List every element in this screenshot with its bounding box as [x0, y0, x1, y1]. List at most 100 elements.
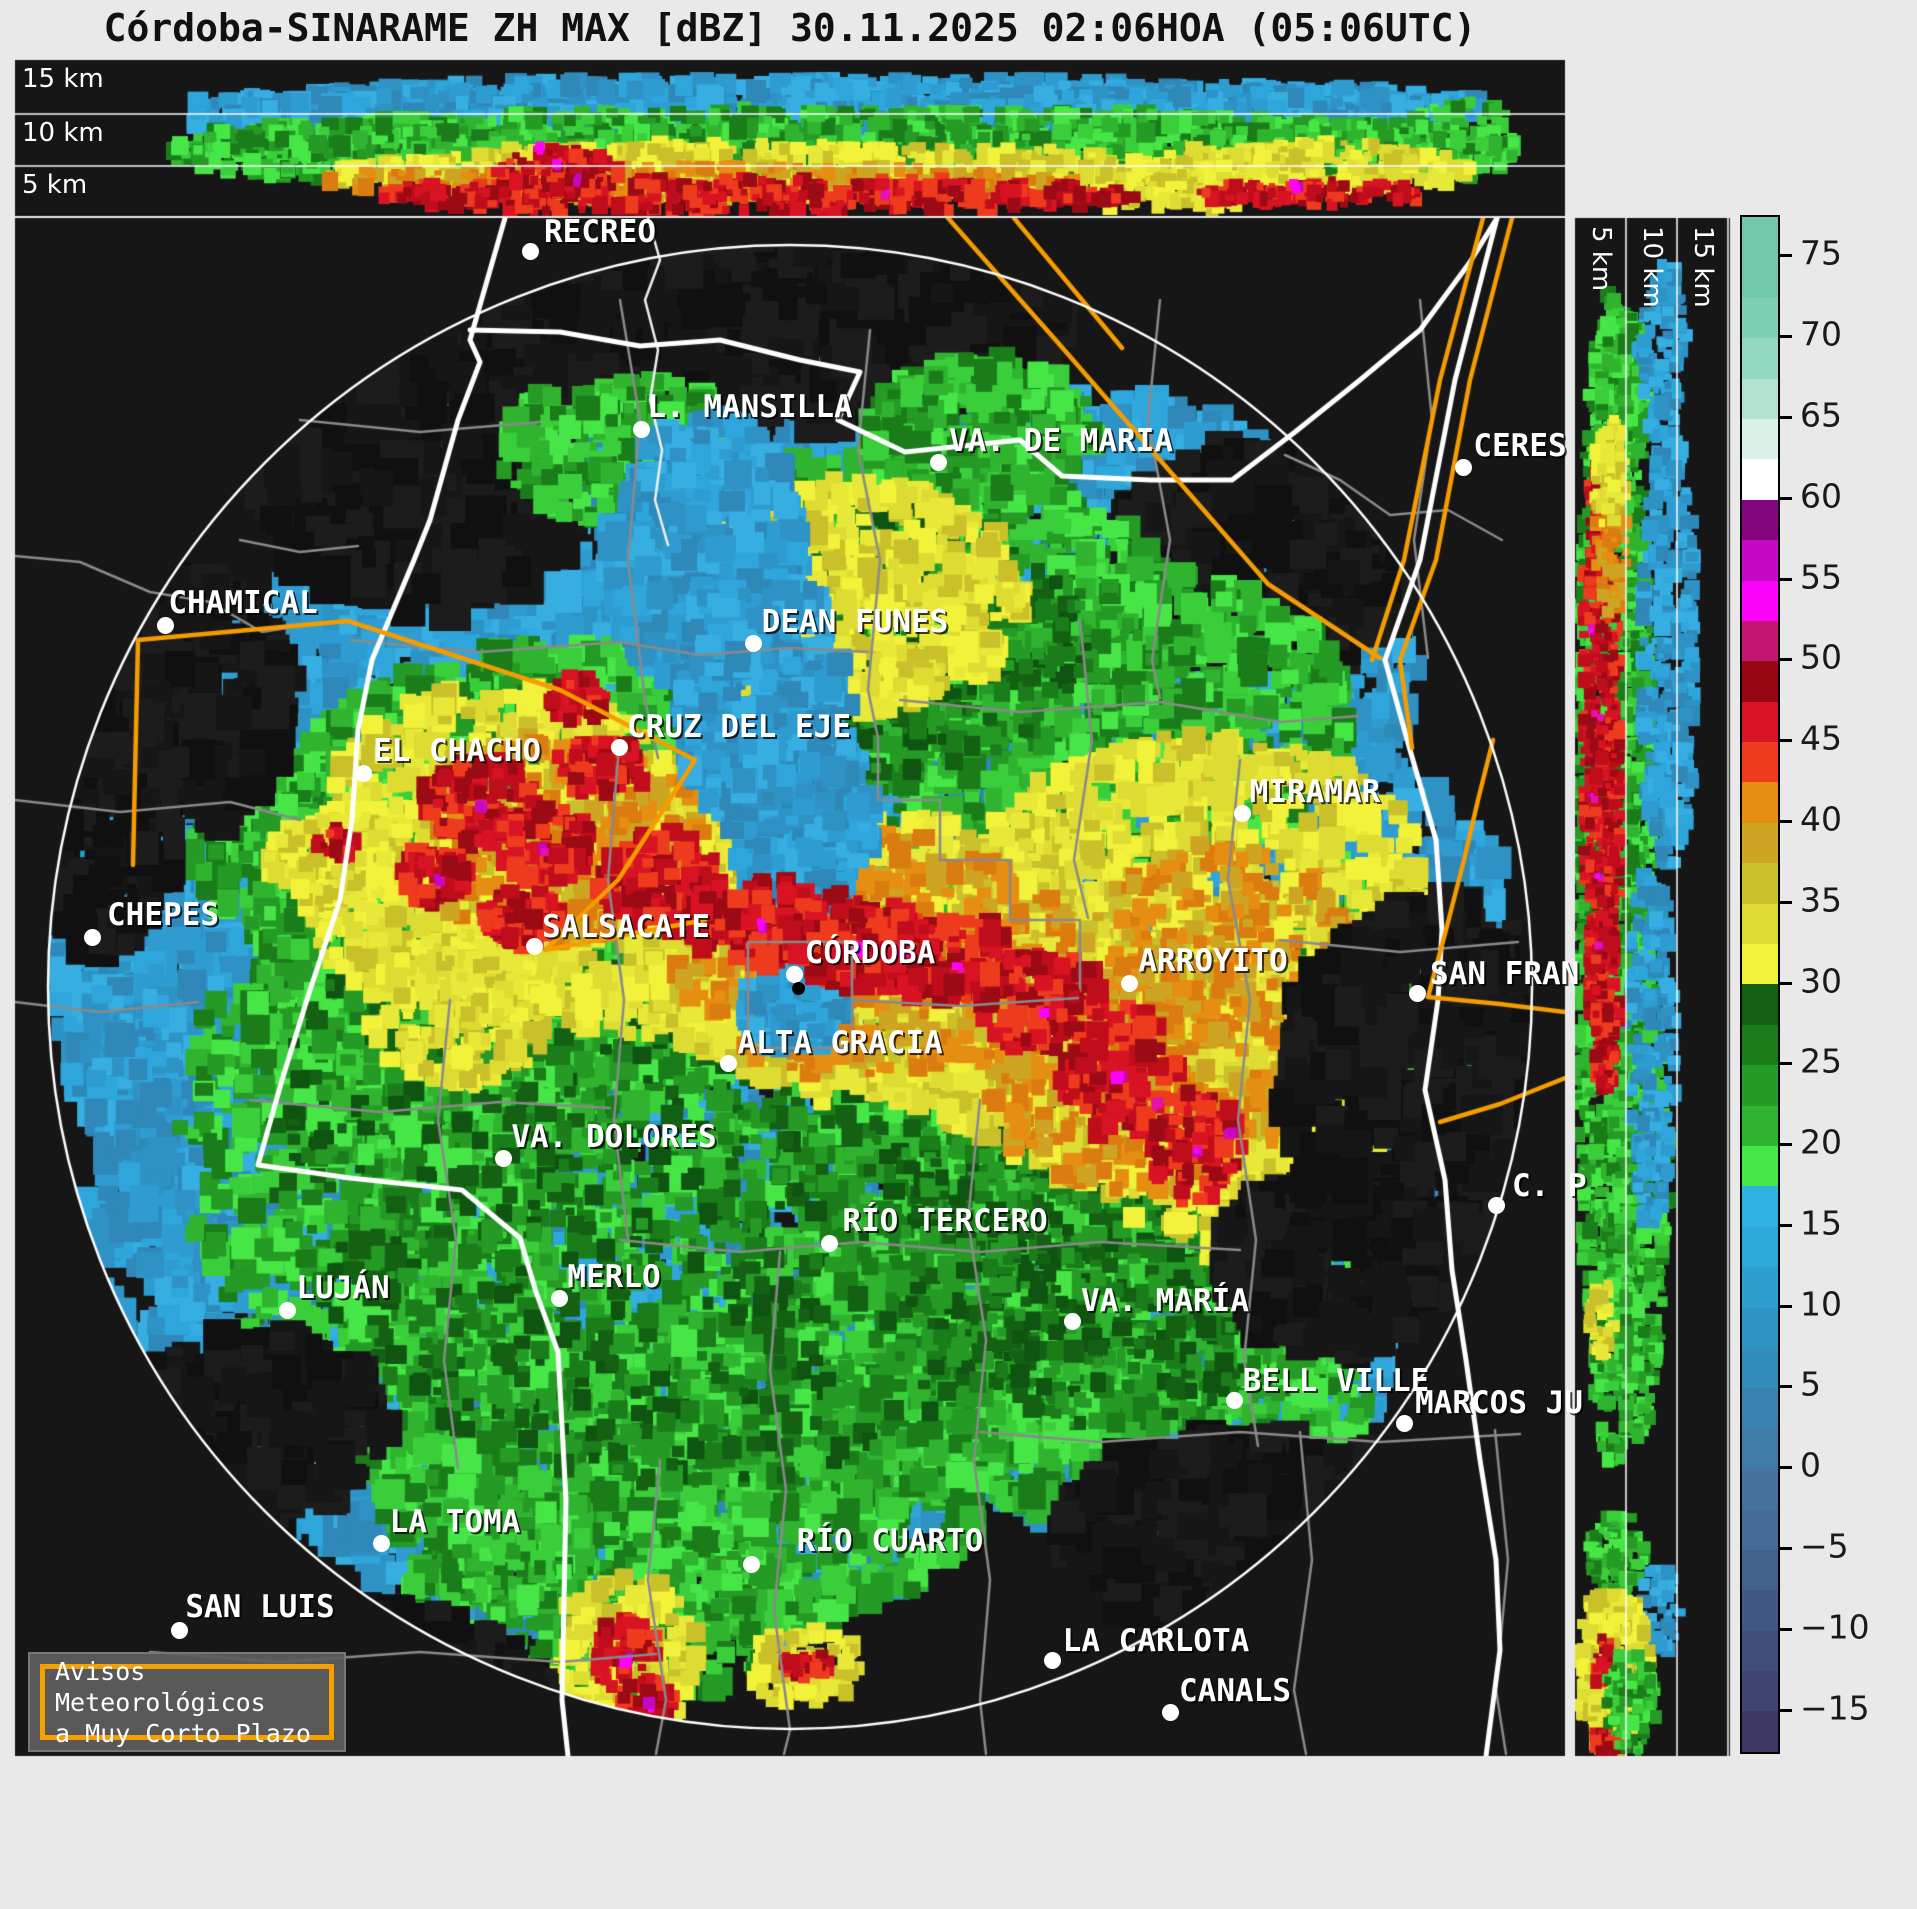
reflectivity-colorbar	[1740, 215, 1780, 1754]
colorbar-label-25: 25	[1800, 1041, 1842, 1081]
city-dot-l-mansilla	[633, 421, 650, 438]
colorbar-segment-37	[1742, 1711, 1778, 1752]
colorbar-label--5: −5	[1800, 1526, 1849, 1566]
city-dot-cruz-del-eje	[611, 739, 628, 756]
city-label-va-de-maria: VA. DE MARIA	[949, 423, 1173, 459]
colorbar-label-55: 55	[1800, 557, 1842, 597]
colorbar-segment-19	[1742, 984, 1778, 1025]
city-dot-san-luis	[171, 1622, 188, 1639]
city-dot-marcos-ju	[1396, 1415, 1413, 1432]
colorbar-tick-65	[1778, 415, 1792, 419]
colorbar-tick-20	[1778, 1143, 1792, 1147]
city-dot-salsacate	[526, 938, 543, 955]
colorbar-segment-27	[1742, 1307, 1778, 1348]
city-dot-san-fran	[1409, 985, 1426, 1002]
city-label-recreo: RECREO	[544, 214, 656, 250]
city-dot-r-o-tercero	[821, 1235, 838, 1252]
colorbar-tick--5	[1778, 1547, 1792, 1551]
colorbar-segment-24	[1742, 1186, 1778, 1227]
city-label-r-o-tercero: RÍO TERCERO	[842, 1203, 1048, 1239]
colorbar-label-35: 35	[1800, 880, 1842, 920]
city-label-va-mar-a: VA. MARÍA	[1081, 1283, 1249, 1319]
warning-legend-line2: a Muy Corto Plazo	[55, 1718, 311, 1748]
colorbar-label-10: 10	[1800, 1284, 1842, 1324]
colorbar-segment-32	[1742, 1509, 1778, 1550]
top-profile-label-10km: 10 km	[22, 118, 104, 148]
city-label-chamical: CHAMICAL	[168, 585, 318, 621]
right-profile-label-10km: 10 km	[1637, 226, 1667, 308]
right-profile-label-5km: 5 km	[1586, 226, 1616, 292]
warning-legend-box: Avisos Meteorológicos a Muy Corto Plazo	[28, 1652, 346, 1752]
city-label-r-o-cuarto: RÍO CUARTO	[796, 1523, 984, 1559]
city-label-arroyito: ARROYITO	[1138, 943, 1288, 979]
warning-legend-border: Avisos Meteorológicos a Muy Corto Plazo	[40, 1657, 334, 1748]
city-dot-miramar	[1234, 805, 1251, 822]
city-label-ceres: CERES	[1473, 428, 1567, 464]
colorbar-segment-11	[1742, 661, 1778, 702]
footer-bar: Servicio Meteorológico Nacional Argentin…	[0, 1758, 1917, 1909]
colorbar-segment-23	[1742, 1145, 1778, 1187]
city-dot-la-toma	[373, 1535, 390, 1552]
city-label-merlo: MERLO	[567, 1259, 661, 1295]
colorbar-segment-14	[1742, 782, 1778, 823]
colorbar-segment-0	[1742, 217, 1778, 258]
city-label-alta-gracia: ALTA GRACIA	[737, 1025, 943, 1061]
colorbar-tick-60	[1778, 496, 1792, 500]
colorbar-segment-36	[1742, 1671, 1778, 1712]
city-dot-c-rdoba	[786, 966, 803, 983]
city-dot-va-dolores	[495, 1150, 512, 1167]
city-label-el-chacho: EL CHACHO	[373, 733, 541, 769]
colorbar-segment-33	[1742, 1549, 1778, 1591]
colorbar-segment-15	[1742, 822, 1778, 864]
city-dot-dean-funes	[745, 635, 762, 652]
city-dot-alta-gracia	[720, 1055, 737, 1072]
top-profile-label-5km: 5 km	[22, 170, 88, 200]
colorbar-segment-1	[1742, 257, 1778, 298]
city-dot-canals	[1162, 1704, 1179, 1721]
colorbar-tick-10	[1778, 1304, 1792, 1308]
colorbar-label-65: 65	[1800, 395, 1842, 435]
colorbar-segment-10	[1742, 620, 1778, 662]
radar-site-dot	[792, 982, 805, 995]
colorbar-segment-28	[1742, 1347, 1778, 1389]
city-dot-recreo	[522, 243, 539, 260]
colorbar-label-75: 75	[1800, 233, 1842, 273]
city-label-luj-n: LUJÁN	[296, 1270, 390, 1306]
city-dot-la-carlota	[1044, 1652, 1061, 1669]
top-profile-label-15km: 15 km	[22, 64, 104, 94]
colorbar-segment-5	[1742, 418, 1778, 460]
city-dot-merlo	[551, 1290, 568, 1307]
colorbar-segment-3	[1742, 338, 1778, 379]
colorbar-segment-29	[1742, 1388, 1778, 1429]
colorbar-label--10: −10	[1800, 1607, 1870, 1647]
city-dot-ceres	[1455, 459, 1472, 476]
colorbar-label-20: 20	[1800, 1122, 1842, 1162]
colorbar-tick-55	[1778, 577, 1792, 581]
colorbar-label-60: 60	[1800, 476, 1842, 516]
colorbar-segment-8	[1742, 540, 1778, 581]
colorbar-tick-0	[1778, 1466, 1792, 1470]
colorbar-segment-16	[1742, 863, 1778, 904]
city-dot-chamical	[157, 617, 174, 634]
colorbar-label--15: −15	[1800, 1688, 1870, 1728]
city-label-c-rdoba: CÓRDOBA	[804, 935, 936, 971]
colorbar-segment-22	[1742, 1105, 1778, 1146]
colorbar-tick-5	[1778, 1385, 1792, 1389]
colorbar-tick-50	[1778, 658, 1792, 662]
colorbar-segment-2	[1742, 297, 1778, 339]
colorbar-segment-6	[1742, 459, 1778, 500]
colorbar-segment-21	[1742, 1065, 1778, 1106]
city-label-san-fran: SAN FRAN	[1430, 956, 1580, 992]
city-label-miramar: MIRAMAR	[1249, 774, 1381, 810]
colorbar-label-0: 0	[1800, 1445, 1821, 1485]
colorbar-label-45: 45	[1800, 718, 1842, 758]
colorbar-segment-12	[1742, 701, 1778, 743]
right-profile-label-15km: 15 km	[1688, 226, 1718, 308]
colorbar-tick-70	[1778, 335, 1792, 339]
city-label-chepes: CHEPES	[107, 897, 219, 933]
colorbar-segment-13	[1742, 742, 1778, 783]
city-dot-bell-ville	[1226, 1392, 1243, 1409]
colorbar-label-70: 70	[1800, 314, 1842, 354]
